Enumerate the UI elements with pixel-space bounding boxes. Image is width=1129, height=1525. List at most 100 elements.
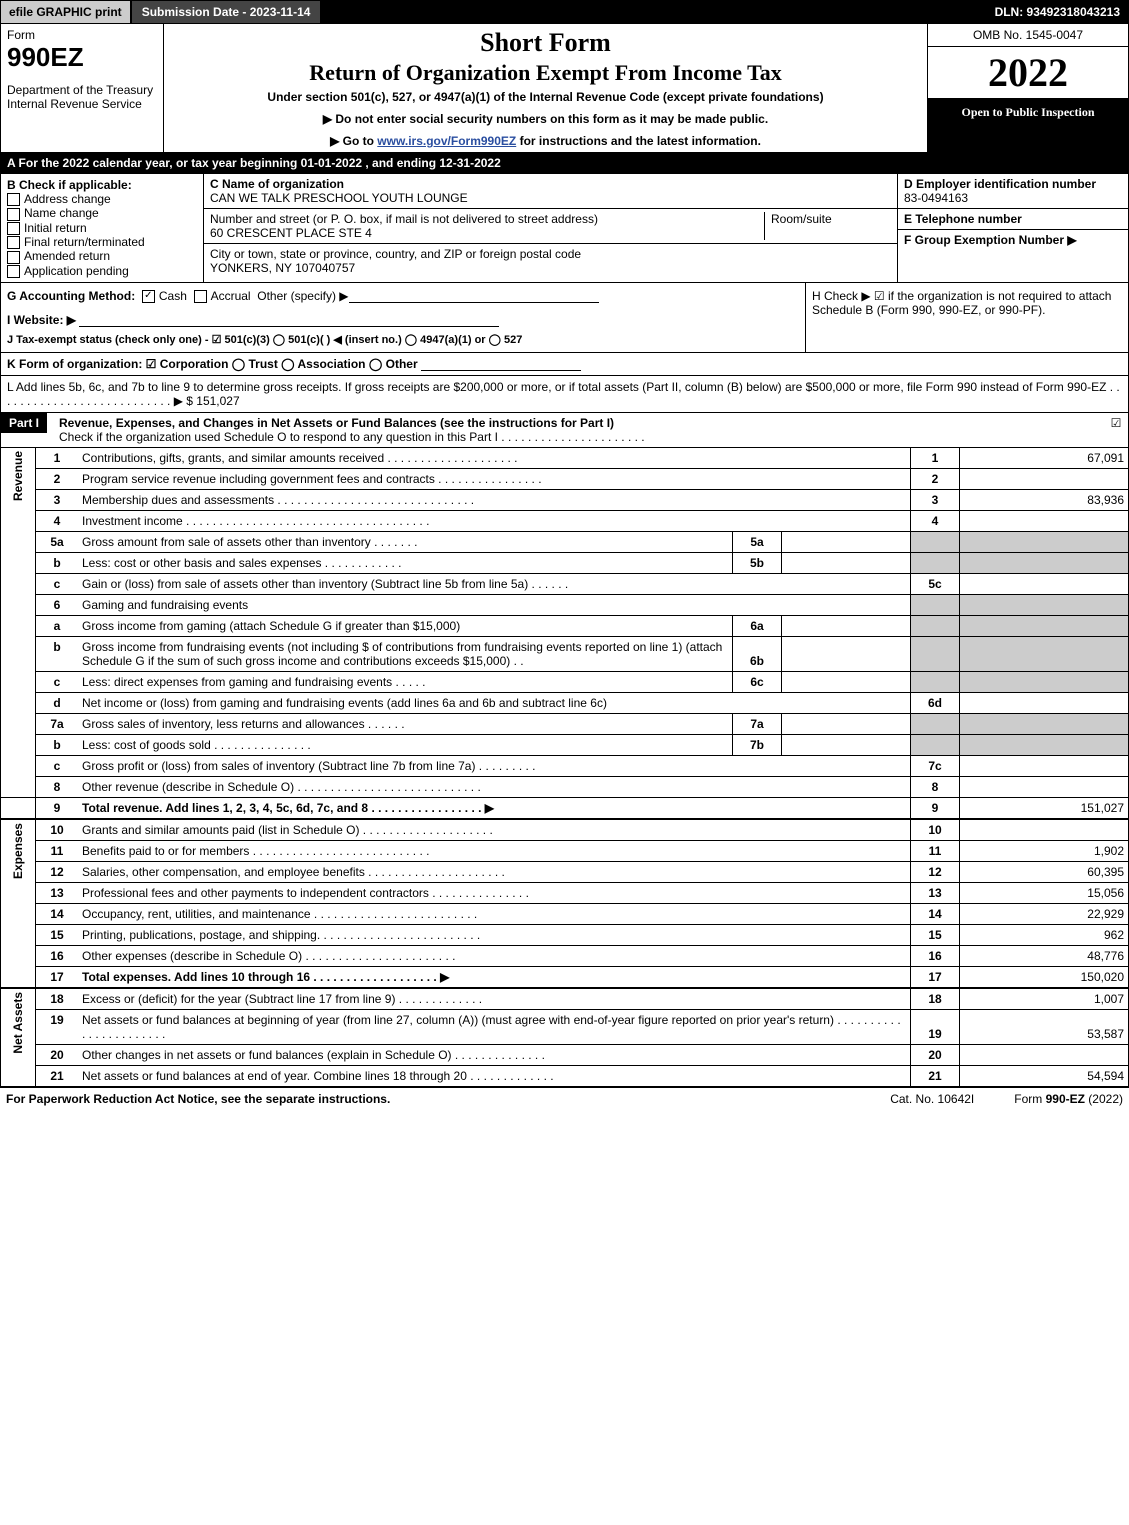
l18-amt: 1,007 [960,989,1129,1010]
footer-left: For Paperwork Reduction Act Notice, see … [6,1092,850,1106]
l14-rno: 14 [911,904,960,925]
l7a-desc: Gross sales of inventory, less returns a… [78,714,733,735]
room-suite-label: Room/suite [764,212,891,240]
l20-amt [960,1045,1129,1066]
l15-amt: 962 [960,925,1129,946]
l7b-sub: 7b [733,735,782,756]
revenue-table: Revenue 1 Contributions, gifts, grants, … [0,448,1129,819]
row-a-period: A For the 2022 calendar year, or tax yea… [0,153,1129,174]
l6c-sub: 6c [733,672,782,693]
cb-amended-return[interactable] [7,251,20,264]
l18-no: 18 [36,989,79,1010]
l8-amt [960,777,1129,798]
l6b-subval [782,637,911,672]
l15-rno: 15 [911,925,960,946]
l9-desc: Total revenue. Add lines 1, 2, 3, 4, 5c,… [78,798,911,819]
org-address: 60 CRESCENT PLACE STE 4 [210,226,764,240]
irs-link[interactable]: www.irs.gov/Form990EZ [377,134,516,148]
l2-desc: Program service revenue including govern… [78,469,911,490]
page-footer: For Paperwork Reduction Act Notice, see … [0,1087,1129,1110]
l7a-sub: 7a [733,714,782,735]
g-other-input[interactable] [349,289,599,303]
l6c-desc: Less: direct expenses from gaming and fu… [78,672,733,693]
efile-print-button[interactable]: efile GRAPHIC print [1,1,132,23]
l9-amt: 151,027 [960,798,1129,819]
l7b-no: b [36,735,79,756]
l4-no: 4 [36,511,79,532]
g-label: G Accounting Method: [7,289,135,303]
l13-no: 13 [36,883,79,904]
l5b-sub: 5b [733,553,782,574]
l17-amt: 150,020 [960,967,1129,988]
l8-desc: Other revenue (describe in Schedule O) .… [78,777,911,798]
cb-amended-return-label: Amended return [24,249,110,263]
cb-accrual[interactable] [194,290,207,303]
j-label: J Tax-exempt status (check only one) - ☑… [7,334,522,346]
l6a-shade [911,616,960,637]
form-number: 990EZ [7,42,157,73]
l5c-desc: Gain or (loss) from sale of assets other… [78,574,911,595]
l17-no: 17 [36,967,79,988]
l5a-desc: Gross amount from sale of assets other t… [78,532,733,553]
l6c-subval [782,672,911,693]
l6d-no: d [36,693,79,714]
l3-desc: Membership dues and assessments . . . . … [78,490,911,511]
cb-name-change[interactable] [7,208,20,221]
cb-cash-label: Cash [159,289,187,303]
i-website-input[interactable] [79,313,499,327]
h-schedule-b: H Check ▶ ☑ if the organization is not r… [805,283,1128,352]
l1-desc: Contributions, gifts, grants, and simila… [78,448,911,469]
subtitle-section: Under section 501(c), 527, or 4947(a)(1)… [170,90,921,104]
cb-initial-return[interactable] [7,222,20,235]
k-other-input[interactable] [421,357,581,371]
l3-rno: 3 [911,490,960,511]
l7c-rno: 7c [911,756,960,777]
f-group-caption: F Group Exemption Number ▶ [904,233,1122,247]
header-center: Short Form Return of Organization Exempt… [164,24,927,152]
l5c-no: c [36,574,79,595]
l6a-no: a [36,616,79,637]
side-revenue-end [1,798,36,819]
part-1-check[interactable]: ☑ [1104,413,1128,433]
omb-number: OMB No. 1545-0047 [928,24,1128,47]
cb-address-change[interactable] [7,193,20,206]
cb-cash[interactable] [142,290,155,303]
form-word: Form [7,28,157,42]
l6-shade [911,595,960,616]
l4-rno: 4 [911,511,960,532]
l21-amt: 54,594 [960,1066,1129,1087]
l4-amt [960,511,1129,532]
l3-no: 3 [36,490,79,511]
l7a-no: 7a [36,714,79,735]
cb-final-return-label: Final return/terminated [24,235,145,249]
l6a-desc: Gross income from gaming (attach Schedul… [78,616,733,637]
l6a-shade2 [960,616,1129,637]
l6-shade2 [960,595,1129,616]
footer-center: Cat. No. 10642I [890,1092,974,1106]
l5b-shade2 [960,553,1129,574]
k-label: K Form of organization: ☑ Corporation ◯ … [7,357,418,371]
l5b-shade [911,553,960,574]
side-netassets: Net Assets [1,989,36,1087]
l19-desc: Net assets or fund balances at beginning… [78,1010,911,1045]
l6c-shade [911,672,960,693]
l17-rno: 17 [911,967,960,988]
l6d-rno: 6d [911,693,960,714]
d-ein-value: 83-0494163 [904,191,1122,205]
c-addr-caption: Number and street (or P. O. box, if mail… [210,212,764,226]
l15-no: 15 [36,925,79,946]
l5a-subval [782,532,911,553]
cb-application-pending[interactable] [7,265,20,278]
l5a-shade [911,532,960,553]
l16-desc: Other expenses (describe in Schedule O) … [78,946,911,967]
header-left: Form 990EZ Department of the Treasury In… [1,24,164,152]
l4-desc: Investment income . . . . . . . . . . . … [78,511,911,532]
l5b-no: b [36,553,79,574]
header-right: OMB No. 1545-0047 2022 Open to Public In… [927,24,1128,152]
l19-no: 19 [36,1010,79,1045]
i-website-label: I Website: ▶ [7,313,76,327]
org-city: YONKERS, NY 107040757 [210,261,891,275]
instruction-1: ▶ Do not enter social security numbers o… [170,112,921,126]
l14-amt: 22,929 [960,904,1129,925]
cb-final-return[interactable] [7,236,20,249]
